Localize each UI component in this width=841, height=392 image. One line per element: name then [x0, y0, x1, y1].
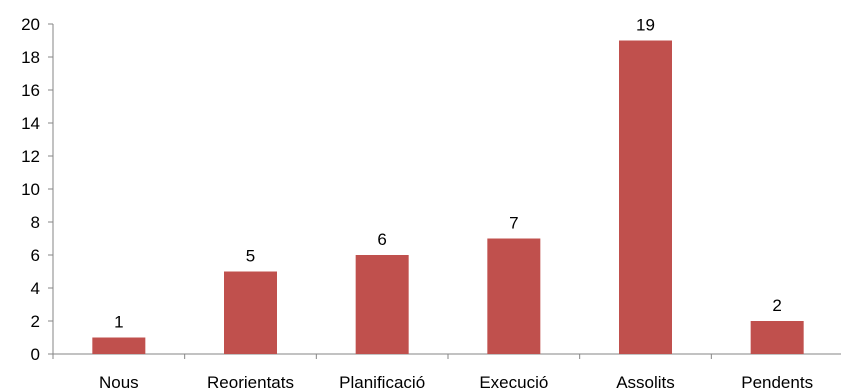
x-category-label: Assolits: [616, 373, 675, 392]
x-category-label: Nous: [99, 373, 139, 392]
y-tick-label: 10: [21, 180, 40, 199]
bar-pendents: [750, 321, 804, 354]
x-category-label: Pendents: [741, 373, 813, 392]
x-category-label: Execució: [479, 373, 548, 392]
x-category-label: Planificació: [339, 373, 425, 392]
data-label: 5: [246, 247, 255, 266]
bar-execucio: [487, 238, 541, 354]
y-tick-label: 16: [21, 81, 40, 100]
y-tick-label: 0: [31, 345, 40, 364]
y-tick-label: 8: [31, 213, 40, 232]
x-category-label: Reorientats: [207, 373, 294, 392]
chart-bars: [92, 40, 804, 354]
bar-assolits: [619, 40, 672, 354]
chart-labels: 1 Nous 5 Reorientats 6 Planificació 7 Execució 1…: [99, 16, 813, 392]
y-tick-label: 4: [31, 279, 40, 298]
bar-nous: [92, 337, 146, 354]
bar-reorientats: [224, 271, 277, 354]
data-label: 19: [636, 16, 655, 35]
data-label: 7: [509, 214, 518, 233]
data-label: 2: [772, 296, 781, 315]
y-tick-label: 2: [31, 312, 40, 331]
y-tick-label: 6: [31, 246, 40, 265]
data-label: 6: [377, 230, 386, 249]
y-tick-label: 18: [21, 48, 40, 67]
y-tick-label: 14: [21, 114, 40, 133]
bar-planificacio: [355, 255, 409, 354]
y-tick-label: 12: [21, 147, 40, 166]
data-label: 1: [114, 313, 123, 332]
y-tick-label: 20: [21, 15, 40, 34]
